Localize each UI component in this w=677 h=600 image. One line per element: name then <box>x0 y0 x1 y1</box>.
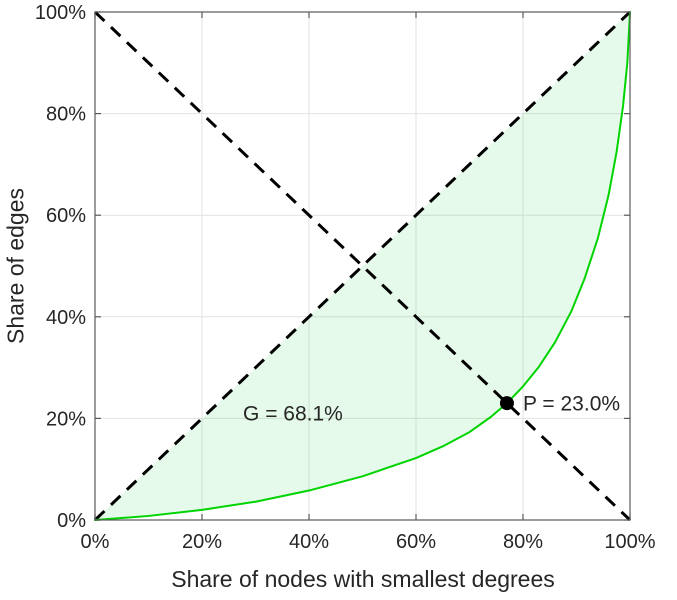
x-tick-label: 60% <box>396 531 436 553</box>
x-tick-label: 0% <box>81 531 110 553</box>
y-tick-label: 100% <box>35 2 86 24</box>
p-annotation: P = 23.0% <box>523 393 620 416</box>
y-tick-label: 0% <box>57 510 86 532</box>
y-tick-label: 20% <box>46 408 86 430</box>
gini-annotation: G = 68.1% <box>243 403 343 426</box>
x-tick-label: 20% <box>182 531 222 553</box>
plot-box <box>94 11 631 521</box>
lorenz-curve <box>94 11 631 521</box>
y-tick-label: 40% <box>46 307 86 329</box>
x-axis-label: Share of nodes with smallest degrees <box>171 566 555 592</box>
x-tick-label: 100% <box>604 531 655 553</box>
anti-diagonal-line <box>93 10 632 522</box>
x-tick-label: 40% <box>289 531 329 553</box>
equality-diagonal-line <box>93 10 632 522</box>
intersection-point <box>499 396 514 411</box>
y-axis-label: Share of edges <box>2 187 29 345</box>
y-tick-label: 60% <box>46 205 86 227</box>
y-tick-label: 80% <box>46 104 86 126</box>
x-tick-label: 80% <box>503 531 543 553</box>
